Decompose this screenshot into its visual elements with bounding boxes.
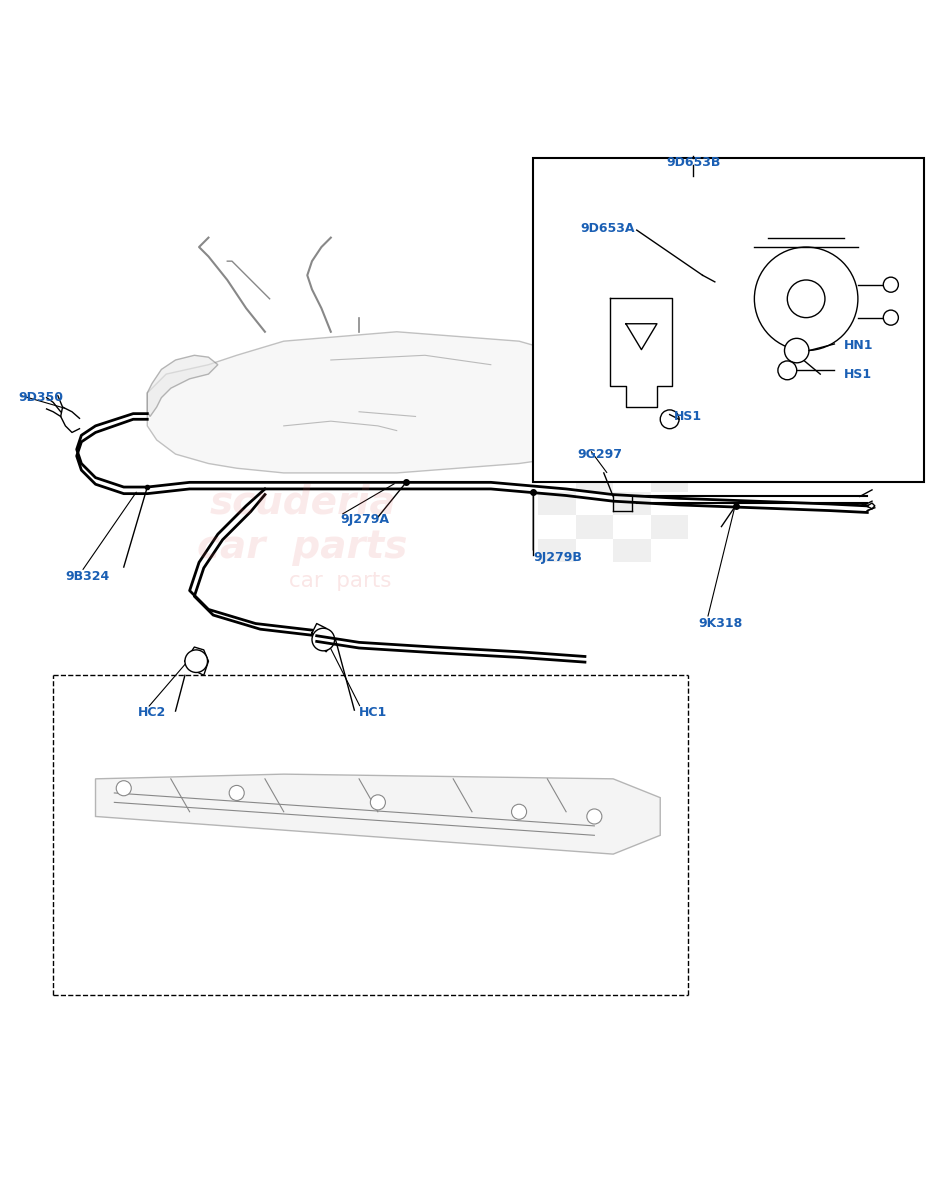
Bar xyxy=(650,515,688,539)
Circle shape xyxy=(312,629,334,650)
Bar xyxy=(614,539,650,563)
Text: scuderia
car  parts: scuderia car parts xyxy=(197,484,408,565)
Text: HS1: HS1 xyxy=(844,367,872,380)
Bar xyxy=(538,539,576,563)
Bar xyxy=(576,468,614,492)
Text: 9B324: 9B324 xyxy=(65,570,110,583)
Circle shape xyxy=(660,410,679,428)
Circle shape xyxy=(787,280,825,318)
Polygon shape xyxy=(147,355,218,416)
Circle shape xyxy=(884,277,899,293)
Text: HC1: HC1 xyxy=(359,707,387,720)
Circle shape xyxy=(512,804,527,820)
Text: 9D653A: 9D653A xyxy=(581,222,634,235)
Text: HN1: HN1 xyxy=(844,340,873,353)
Text: HC2: HC2 xyxy=(138,707,166,720)
Bar xyxy=(533,157,924,482)
Circle shape xyxy=(370,794,385,810)
Text: 9K318: 9K318 xyxy=(698,617,742,630)
Circle shape xyxy=(116,781,131,796)
Text: 9G297: 9G297 xyxy=(578,448,622,461)
Text: HS1: HS1 xyxy=(674,410,702,422)
Polygon shape xyxy=(147,331,641,473)
Text: 9D653B: 9D653B xyxy=(666,156,720,169)
Circle shape xyxy=(754,247,858,350)
Circle shape xyxy=(784,338,809,362)
Text: 9J279A: 9J279A xyxy=(340,514,389,527)
Text: 9J279B: 9J279B xyxy=(533,551,582,564)
Circle shape xyxy=(587,809,602,824)
Polygon shape xyxy=(95,774,660,854)
Circle shape xyxy=(185,650,208,672)
Circle shape xyxy=(229,786,244,800)
Circle shape xyxy=(884,310,899,325)
Text: 9D350: 9D350 xyxy=(18,391,63,404)
Bar xyxy=(538,492,576,515)
Text: car  parts: car parts xyxy=(289,571,392,592)
Bar xyxy=(614,492,650,515)
Bar xyxy=(576,515,614,539)
Bar xyxy=(650,468,688,492)
Circle shape xyxy=(778,361,797,379)
